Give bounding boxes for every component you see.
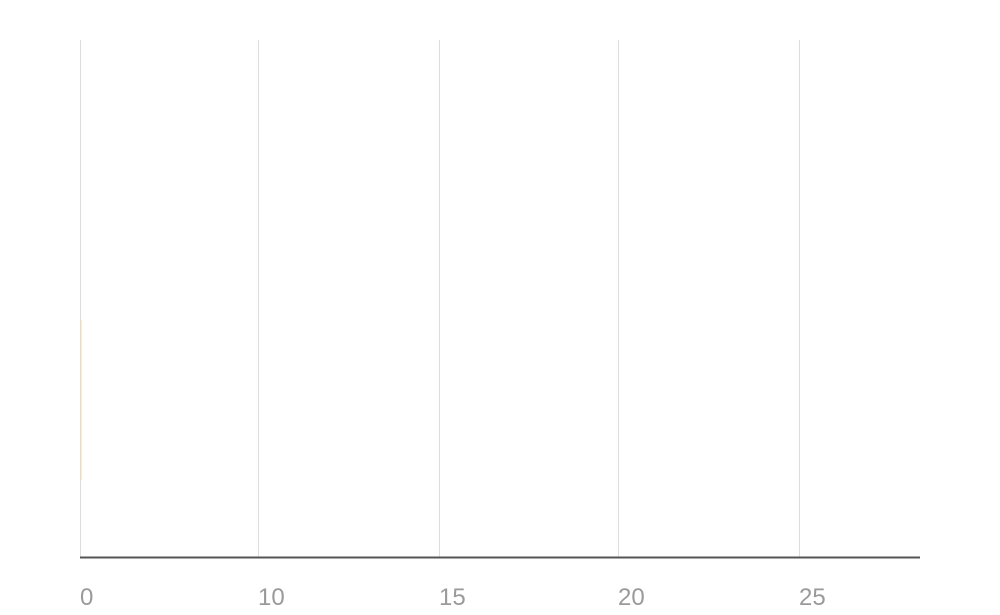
bars — [80, 320, 82, 480]
x-tick-label: 10 — [258, 584, 285, 611]
x-tick-label: 25 — [799, 584, 826, 611]
x-tick-label: 15 — [439, 584, 466, 611]
x-tick-label: 20 — [618, 584, 645, 611]
x-tick-labels: 0 10 15 20 25 — [80, 584, 826, 611]
x-tick-label: 0 — [80, 584, 93, 611]
bar — [80, 320, 82, 480]
grid-lines — [80, 40, 800, 557]
